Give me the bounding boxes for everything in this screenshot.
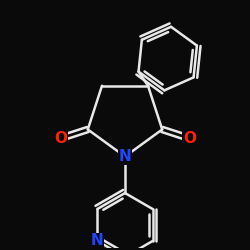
Text: N: N — [118, 149, 131, 164]
Text: O: O — [183, 131, 196, 146]
Text: O: O — [54, 131, 67, 146]
Text: N: N — [91, 234, 104, 248]
